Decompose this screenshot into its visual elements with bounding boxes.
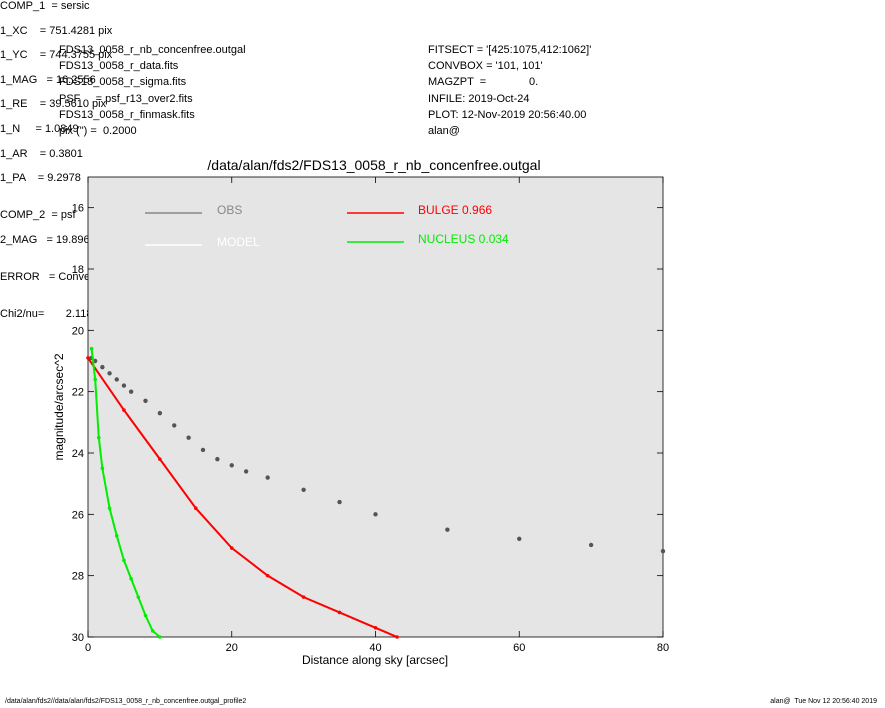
obs-point [128,389,134,394]
y-tick-label: 20 [72,325,84,337]
series-line-nucleus [90,348,161,638]
obs-point [229,463,234,468]
obs-point [517,536,522,542]
bulge-point [229,546,234,550]
fit-parameter-line: 1_MAG = 16.2556 [0,73,96,86]
fit-parameter-line: 1_XC = 751.4281 pix [0,24,113,37]
bulge-point [301,595,306,599]
obs-point [186,435,191,440]
header-mid-line: CONVBOX = '101, 101' [428,60,543,73]
header-mid-line: MAGZPT = 0. [428,76,539,89]
nucleus-point [89,346,94,351]
x-axis-label: Distance along sky [arcsec] [302,653,448,667]
nucleus-point [136,595,141,599]
bulge-point [373,626,378,630]
header-left-line: pix (") = 0.2000 [59,124,137,137]
obs-point [588,542,594,548]
nucleus-point [129,576,133,581]
fit-parameter-line: COMP_2 = psf [0,209,76,222]
nucleus-point [100,466,105,471]
y-axis-label: magnitude/arcsec^2 [52,353,66,460]
bulge-point [122,408,126,412]
x-tick-label: 0 [85,642,91,654]
x-tick-label: 80 [657,642,669,654]
plot-area [87,176,664,638]
header-left: FDS13_0058_r_nb_concenfree.outgal FDS13_0… [59,42,246,139]
bulge-point [337,610,342,615]
header-left-line: FDS13_0058_r_sigma.fits [59,76,187,89]
obs-point [445,527,450,532]
header-mid-line: FITSECT = '[425:1075,412:1062]' [428,44,592,56]
header-mid-line: alan@ [428,124,460,137]
legend-label: MODEL [217,235,260,249]
obs-point [660,548,666,554]
obs-point [121,383,127,388]
obs-point [200,447,206,453]
obs-point [157,410,163,416]
bulge-point [265,573,270,578]
obs-point [373,512,378,517]
x-tick-label: 60 [513,642,525,654]
header-left-line: FDS13_0058_r_data.fits [59,60,179,73]
x-tick-label: 20 [226,642,238,654]
fit-parameter-line: 1_AR = 0.3801 [0,147,83,160]
obs-point [243,469,249,474]
nucleus-point [122,558,126,563]
x-tick-label: 40 [369,642,381,654]
obs-point [107,371,112,376]
header-left-line: FDS13_0058_r_nb_concenfree.outgal [59,44,246,56]
header-mid-line: INFILE: 2019-Oct-24 [428,92,530,105]
footer-path: /data/alan/fds2//data/alan/fds2/FDS13_00… [5,698,247,705]
nucleus-point [150,629,155,633]
y-tick-label: 18 [72,264,84,276]
nucleus-point [107,506,112,511]
bulge-point [194,506,198,511]
nucleus-point [143,613,148,618]
nucleus-point [114,534,119,538]
fit-parameter-line: 1_YC = 744.3755 pix [0,49,113,62]
footer-timestamp: alan@ Tue Nov 12 20:56:40 2019 [770,698,877,705]
bulge-point [158,457,162,461]
y-tick-label: 24 [72,448,84,460]
obs-point [143,398,148,404]
fit-parameter-line: 1_N = 1.0849 [0,123,79,135]
obs-point [301,487,306,492]
obs-point [215,456,220,462]
series-line-bulge [87,357,398,638]
obs-point [265,475,270,480]
fit-parameter-line: 1_RE = 39.5610 pix [0,98,107,111]
fit-parameter-line: 2_MAG = 19.8967 [0,234,96,246]
obs-point [337,499,342,505]
nucleus-point [158,635,162,639]
y-tick-label: 26 [72,509,84,521]
obs-point [100,364,105,370]
bulge-point [395,635,399,639]
y-tick-label: 30 [72,632,84,644]
fit-parameter-line: COMP_1 = sersic [0,0,90,12]
obs-point [172,423,177,428]
header-left-line: FDS13_0058_r_finmask.fits [59,108,195,121]
header-middle: FITSECT = '[425:1075,412:1062]' CONVBOX =… [428,42,591,139]
chart-title: /data/alan/fds2/FDS13_0058_r_nb_concenfr… [207,157,540,173]
y-tick-label: 22 [72,387,84,399]
legend-label: NUCLEUS 0.034 [418,232,509,246]
bulge-point [86,356,90,360]
nucleus-point [96,435,101,440]
header-left-line: PSF = psf_r13_over2.fits [59,92,193,105]
y-tick-label: 16 [72,203,84,215]
nucleus-point [93,377,97,382]
header-mid-line: PLOT: 12-Nov-2019 20:56:40.00 [428,108,587,121]
legend-label: OBS [217,203,242,217]
y-tick-label: 28 [72,571,84,583]
fit-parameter-line: 1_PA = 9.2978 [0,172,81,185]
obs-point [114,377,119,382]
legend-label: BULGE 0.966 [418,203,492,217]
